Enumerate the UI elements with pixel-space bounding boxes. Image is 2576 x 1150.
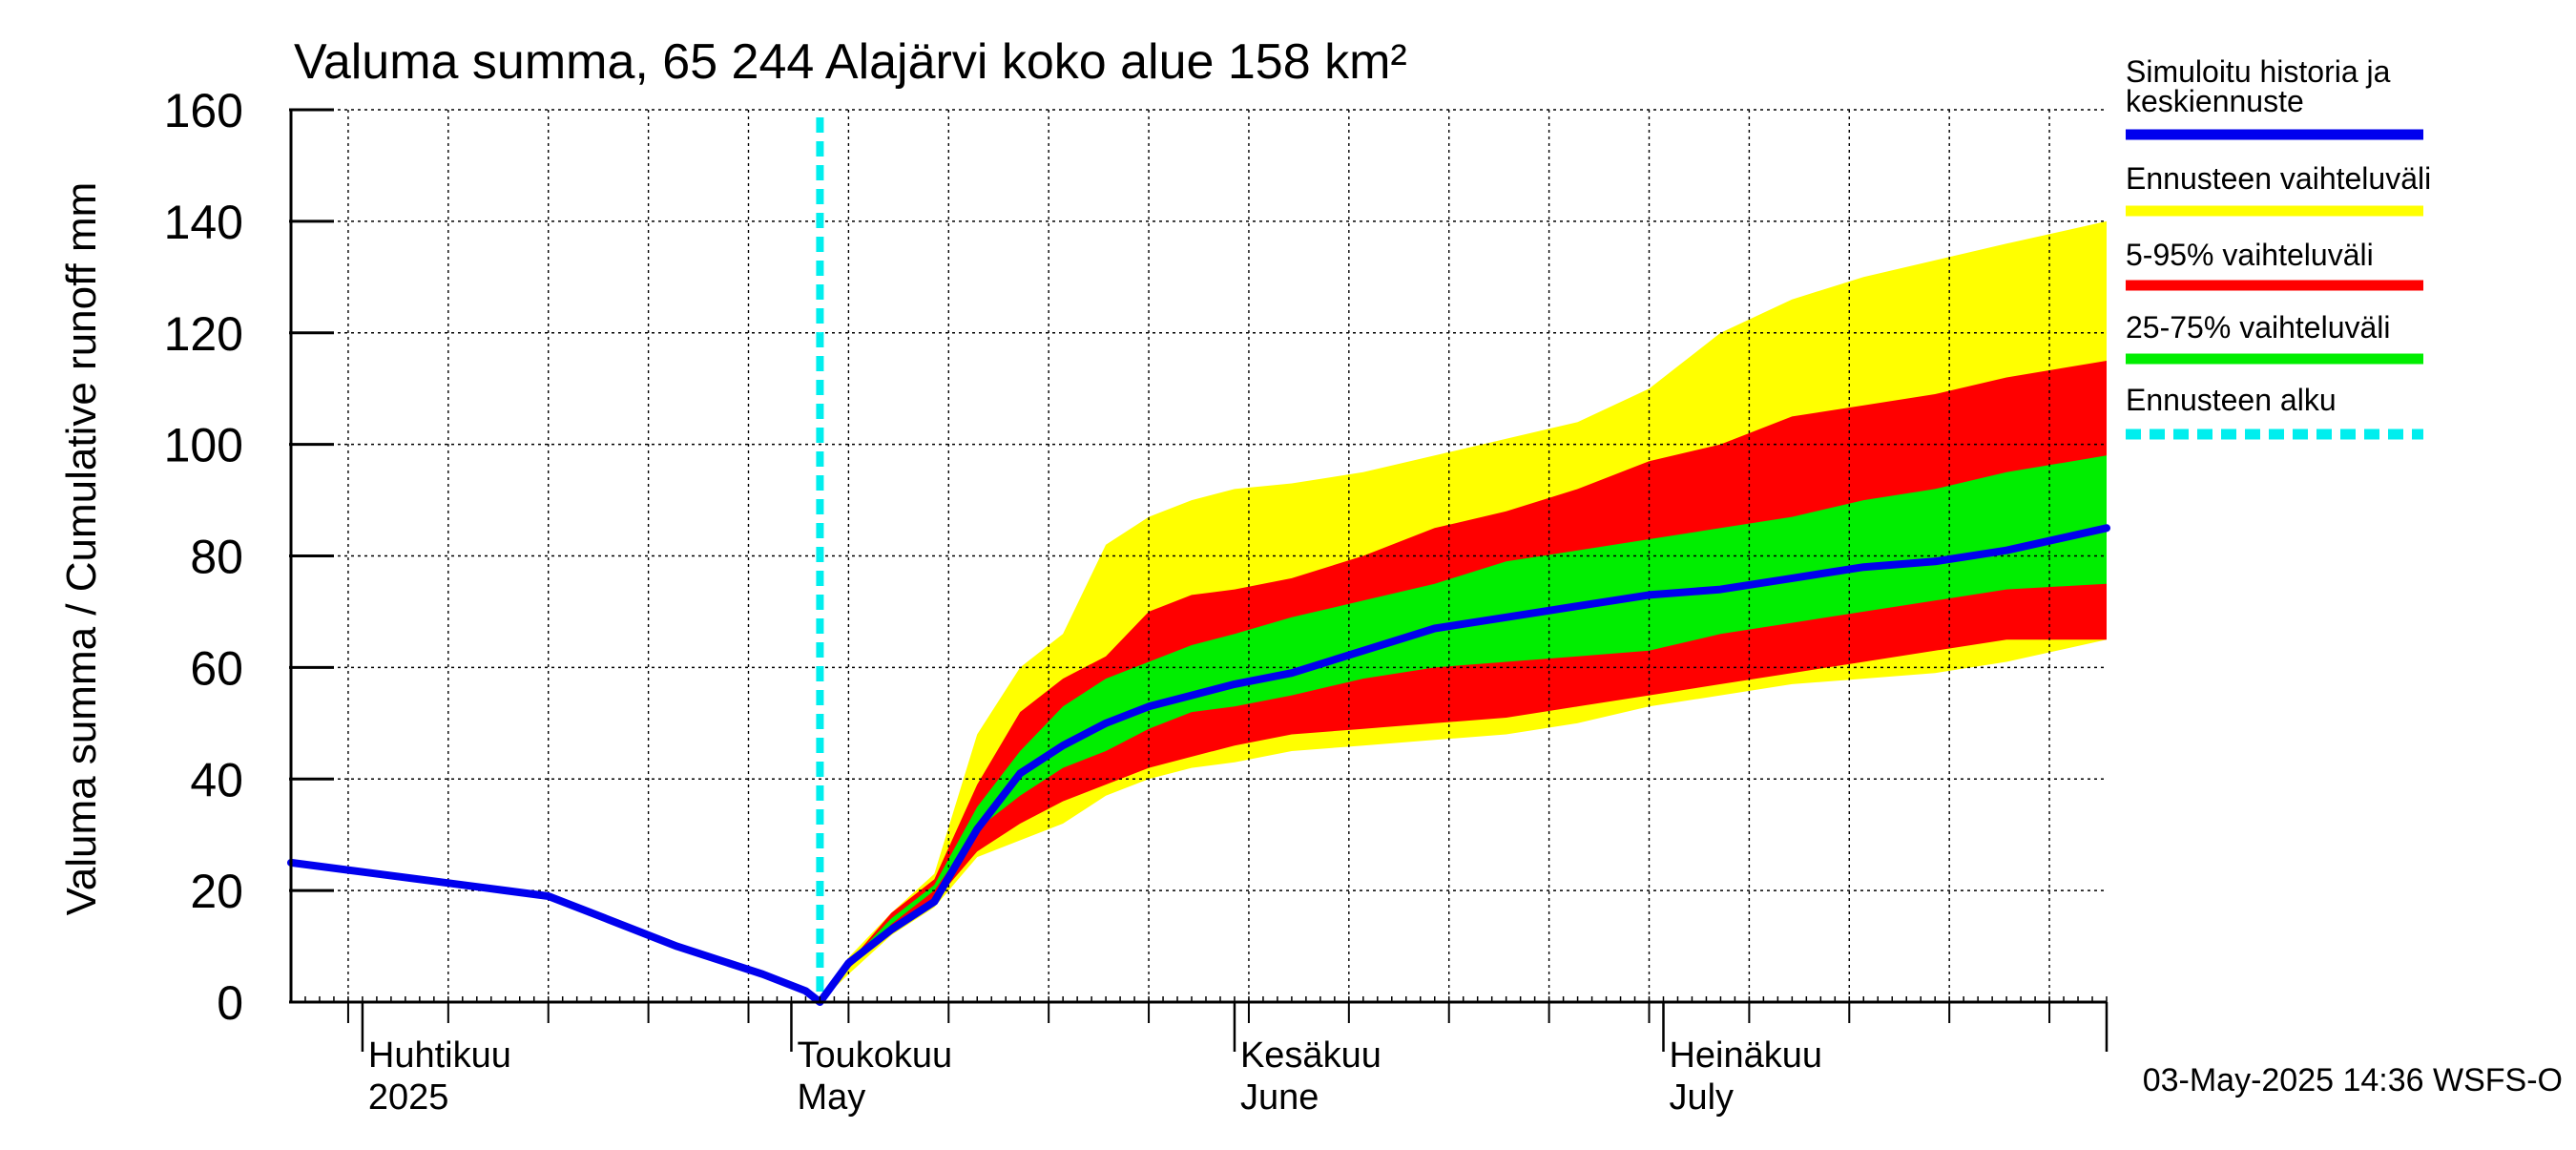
median-series-line <box>287 524 2110 1006</box>
x-month-sublabel: May <box>797 1077 865 1118</box>
x-month-label: Heinäkuu <box>1669 1035 1822 1076</box>
legend-label: Simuloitu historia ja <box>2126 54 2391 89</box>
legend-label: keskiennuste <box>2126 84 2304 118</box>
legend-label: 5-95% vaihteluväli <box>2126 238 2374 272</box>
y-tick-label: 0 <box>217 976 243 1030</box>
legend-label: Ennusteen alku <box>2126 383 2337 417</box>
x-month-label: Huhtikuu <box>368 1035 511 1076</box>
y-axis-label: Valuma summa / Cumulative runoff mm <box>58 182 105 916</box>
y-tick-label: 160 <box>164 84 243 137</box>
y-tick-label: 60 <box>190 641 243 695</box>
y-tick-label: 40 <box>190 753 243 806</box>
chart-title: Valuma summa, 65 244 Alajärvi koko alue … <box>294 34 1407 90</box>
timestamp-label: 03-May-2025 14:36 WSFS-O <box>2143 1062 2563 1098</box>
grid-lines <box>291 109 2107 1002</box>
x-month-label: Kesäkuu <box>1240 1035 1381 1076</box>
x-month-sublabel: 2025 <box>368 1077 449 1118</box>
forecast-bands <box>820 220 2107 1002</box>
y-tick-label: 120 <box>164 307 243 361</box>
y-tick-label: 80 <box>190 531 243 584</box>
y-tick-label: 20 <box>190 865 243 918</box>
x-month-label: Toukokuu <box>797 1035 952 1076</box>
y-tick-label: 140 <box>164 196 243 249</box>
x-month-sublabel: July <box>1669 1077 1734 1118</box>
x-month-sublabel: June <box>1240 1077 1319 1118</box>
legend-label: Ennusteen vaihteluväli <box>2126 161 2431 196</box>
y-tick-label: 100 <box>164 419 243 472</box>
band-3 <box>820 455 2107 1002</box>
legend-label: 25-75% vaihteluväli <box>2126 310 2391 345</box>
series-lines <box>287 117 2110 1006</box>
